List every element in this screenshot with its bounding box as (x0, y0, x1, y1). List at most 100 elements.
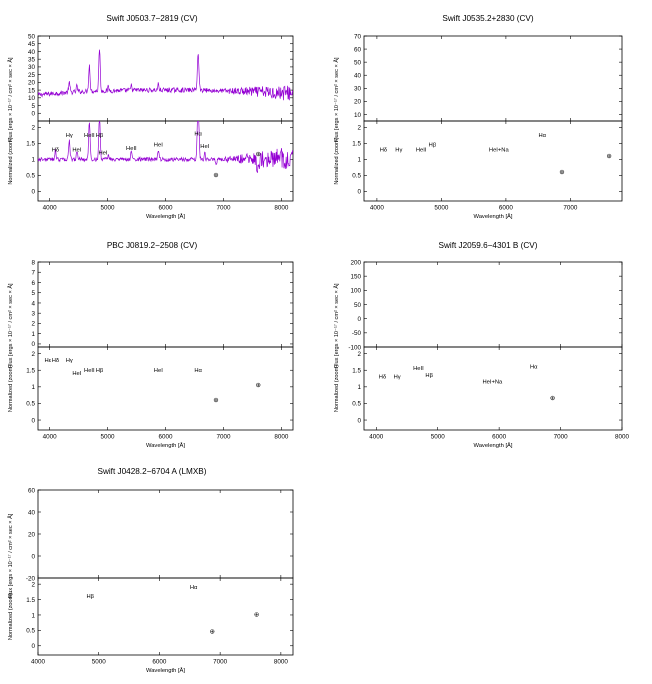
y-tick-label: 0.5 (26, 173, 35, 180)
y-tick-label: 40 (28, 49, 36, 56)
x-tick-label: 5000 (92, 659, 107, 666)
y-tick-label: 60 (28, 487, 36, 494)
x-tick-label: 4000 (369, 434, 384, 441)
norm-panel-frame (363, 346, 623, 431)
y-tick-label: 200 (350, 259, 361, 266)
flux-axis-label: Flux [ergs × 10⁻¹⁷ / cm² × sec × Å] (7, 57, 14, 142)
y-tick-label: -20 (26, 575, 36, 582)
y-tick-label: 0 (357, 316, 361, 323)
telluric-marker: ⊕ (559, 169, 565, 176)
spectral-line-label: Hδ (52, 358, 59, 364)
spectral-line-label: Hγ (66, 358, 73, 364)
spectrum-panel-4: Swift J2059.6−4301 B (CV)-100-5005010015… (333, 241, 629, 449)
y-tick-label: 10 (354, 112, 362, 119)
y-tick-label: 2 (357, 125, 361, 132)
y-tick-label: 1.5 (352, 368, 361, 375)
y-tick-label: 15 (28, 87, 36, 94)
flux-panel-frame (37, 261, 294, 348)
y-tick-label: 50 (354, 302, 362, 309)
y-tick-label: 6 (31, 280, 35, 287)
y-tick-label: 0 (357, 417, 361, 424)
x-axis-label: Wavelength [Å] (146, 213, 185, 220)
y-tick-label: 50 (354, 59, 362, 66)
panel-title: Swift J0535.2+2830 (CV) (442, 14, 534, 23)
y-tick-label: 1 (357, 157, 361, 164)
flux-panel-frame (37, 489, 294, 579)
spectral-line-label: HeI+Na (482, 380, 503, 386)
norm-axis-label: Normalized (zoom) (8, 137, 14, 184)
y-tick-label: 35 (28, 56, 36, 63)
x-tick-label: 5000 (101, 205, 116, 212)
spectral-line-label: Hγ (395, 147, 402, 153)
x-tick-label: 6000 (158, 434, 173, 441)
y-tick-label: 60 (354, 46, 362, 53)
spectral-line-label: HeI (98, 151, 107, 157)
telluric-marker: ⊕ (606, 153, 612, 160)
y-tick-label: 1.5 (26, 597, 35, 604)
spectral-line-label: Hα (530, 365, 538, 371)
y-tick-label: 1 (31, 157, 35, 164)
flux-spectrum-line (364, 268, 622, 321)
y-tick-label: 5 (31, 103, 35, 110)
spectral-line-label: HeI (200, 144, 209, 150)
flux-panel-frame (363, 35, 623, 122)
x-tick-label: 4000 (31, 659, 46, 666)
x-tick-label: 7000 (216, 434, 231, 441)
y-tick-label: 8 (31, 259, 35, 266)
spectral-line-label: Hδ (379, 375, 386, 381)
x-tick-label: 5000 (431, 434, 446, 441)
flux-spectrum-line (38, 511, 293, 572)
spectral-line-label: Hε (44, 358, 51, 364)
y-tick-label: -50 (352, 330, 362, 337)
y-tick-label: 20 (28, 531, 36, 538)
spectral-line-label: Hγ (394, 375, 401, 381)
y-tick-label: 1 (31, 384, 35, 391)
y-tick-label: 0 (31, 643, 35, 650)
telluric-marker: ⊕ (213, 172, 219, 179)
y-tick-label: 100 (350, 288, 361, 295)
y-tick-label: 2 (31, 581, 35, 588)
norm-spectrum-line (38, 121, 293, 173)
spectral-line-label: HeII (416, 147, 427, 153)
y-tick-label: 0.5 (26, 628, 35, 635)
norm-axis-label: Normalized (zoom) (8, 365, 14, 412)
x-tick-label: 4000 (43, 205, 58, 212)
norm-panel-frame (363, 120, 623, 202)
norm-axis-label: Normalized (zoom) (334, 137, 340, 184)
flux-panel-frame (363, 261, 623, 348)
y-tick-label: 0 (31, 553, 35, 560)
spectral-line-label: Hα (190, 585, 198, 591)
spectral-line-label: Hβ (425, 373, 433, 379)
norm-axis-label: Normalized (zoom) (334, 365, 340, 412)
spectral-line-label: Hα (194, 368, 202, 374)
x-tick-label: 7000 (216, 205, 231, 212)
y-tick-label: 0.5 (26, 401, 35, 408)
telluric-marker: ⊕ (256, 151, 262, 158)
spectral-line-label: HeII (413, 366, 424, 372)
y-tick-label: 45 (28, 41, 36, 48)
flux-spectrum-line (38, 269, 293, 344)
flux-axis-label: Flux [ergs × 10⁻¹⁷ / cm² × sec × Å] (333, 57, 340, 142)
panel-title: Swift J0428.2−6704 A (LMXB) (97, 467, 206, 476)
x-tick-label: 6000 (492, 434, 507, 441)
x-tick-label: 8000 (274, 205, 289, 212)
x-axis-label: Wavelength [Å] (473, 442, 512, 449)
y-tick-label: 7 (31, 270, 35, 277)
panel-title: Swift J2059.6−4301 B (CV) (439, 241, 538, 250)
panel-title: Swift J0503.7−2819 (CV) (106, 14, 198, 23)
flux-spectrum-line (38, 49, 293, 101)
y-tick-label: 20 (28, 80, 36, 87)
spectral-line-label: HeII (84, 368, 95, 374)
x-axis-label: Wavelength [Å] (146, 442, 185, 449)
flux-axis-label: Flux [ergs × 10⁻¹⁷ / cm² × sec × Å] (7, 513, 14, 598)
x-tick-label: 4000 (43, 434, 58, 441)
y-tick-label: 0.5 (352, 401, 361, 408)
y-tick-label: 40 (354, 73, 362, 80)
y-tick-label: 2 (31, 125, 35, 132)
spectral-line-label: Hβ (87, 594, 95, 600)
y-tick-label: 2 (31, 321, 35, 328)
y-tick-label: 20 (354, 99, 362, 106)
spectral-line-label: Hβ (96, 368, 104, 374)
norm-axis-label: Normalized (zoom) (8, 593, 14, 640)
x-tick-label: 8000 (274, 659, 289, 666)
